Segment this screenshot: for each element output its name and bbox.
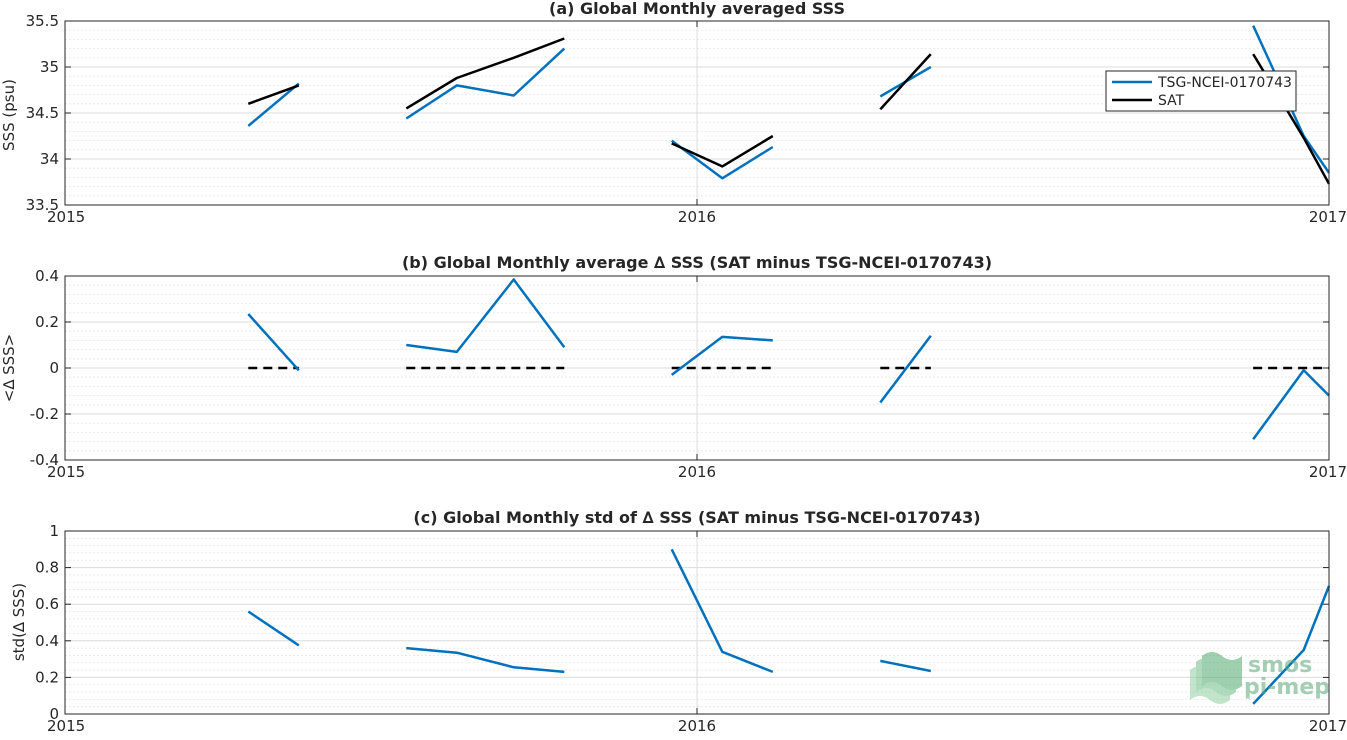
x-tick-label: 2015 xyxy=(47,717,85,735)
series-line-tsg xyxy=(879,335,932,404)
panel-a-global-monthly-sss: (a) Global Monthly averaged SSS SSS (psu… xyxy=(0,0,1347,226)
x-tick-label: 2017 xyxy=(1309,717,1347,735)
y-tick-label: 0.6 xyxy=(35,595,59,613)
x-tick-label: 2016 xyxy=(678,208,716,226)
series-line-tsg xyxy=(247,313,300,372)
panel-b-grid xyxy=(64,275,1330,461)
panel-b-title: (b) Global Monthly average ∆ SSS (SAT mi… xyxy=(402,253,992,272)
y-tick-label: 35.5 xyxy=(26,12,59,30)
panel-a-grid xyxy=(64,20,1330,206)
series-line-tsg xyxy=(670,139,774,180)
legend-box xyxy=(1105,70,1297,112)
panel-a-ticks: 33.5 34 34.5 35 35.5 2015 2016 2017 xyxy=(26,12,1347,226)
panel-a-ylabel: SSS (psu) xyxy=(0,79,18,151)
panel-c-grid xyxy=(64,530,1330,715)
legend-label-tsg: TSG-NCEI-0170743 xyxy=(1157,75,1292,91)
series-line-tsg xyxy=(247,82,300,127)
x-tick-label: 2017 xyxy=(1309,208,1347,226)
panel-a-title: (a) Global Monthly averaged SSS xyxy=(549,0,845,18)
series-line-tsg xyxy=(1252,585,1331,705)
series-line-tsg xyxy=(1252,369,1330,441)
series-line-sat xyxy=(879,53,932,111)
panel-c-title: (c) Global Monthly std of ∆ SSS (SAT min… xyxy=(413,508,980,527)
panel-a-legend: TSG-NCEI-0170743 SAT xyxy=(1105,70,1297,112)
x-tick-label: 2016 xyxy=(678,717,716,735)
legend-label-sat: SAT xyxy=(1158,93,1185,109)
y-tick-label: 0.4 xyxy=(35,267,59,285)
y-tick-label: 34 xyxy=(40,150,59,168)
series-line-tsg xyxy=(406,278,566,354)
series-line-tsg xyxy=(405,47,566,120)
logo-line1: smos xyxy=(1248,653,1312,678)
y-tick-label: 0 xyxy=(49,705,59,723)
logo-line2: pi-mep xyxy=(1244,675,1330,700)
y-tick-label: 0.8 xyxy=(35,559,59,577)
series-line-sat xyxy=(405,37,565,110)
y-tick-label: 33.5 xyxy=(26,196,59,214)
x-tick-label: 2015 xyxy=(47,208,85,226)
y-tick-label: 0.4 xyxy=(35,632,59,650)
y-tick-label: -0.2 xyxy=(30,405,59,423)
series-line-tsg xyxy=(247,610,300,647)
series-line-sat xyxy=(671,134,774,168)
series-line-sat xyxy=(247,84,300,105)
panel-b-ticks: -0.4 -0.2 0 0.2 0.4 2015 2016 2017 xyxy=(30,267,1347,481)
panel-c-series xyxy=(247,548,1331,705)
logo-wave-icon xyxy=(1190,652,1242,704)
panel-c-ylabel: std(∆ SSS) xyxy=(10,583,28,661)
series-line-tsg xyxy=(406,646,565,674)
panel-c-ticks: 0 0.2 0.4 0.6 0.8 1 2015 2016 2017 xyxy=(35,522,1347,735)
panel-a-series xyxy=(247,25,1331,185)
x-tick-label: 2016 xyxy=(678,463,716,481)
series-line-tsg xyxy=(670,335,773,376)
panel-c-monthly-std-delta-sss: (c) Global Monthly std of ∆ SSS (SAT min… xyxy=(10,508,1347,735)
series-line-tsg xyxy=(670,548,774,674)
x-tick-label: 2015 xyxy=(47,463,85,481)
panel-b-monthly-average-delta-sss: (b) Global Monthly average ∆ SSS (SAT mi… xyxy=(0,253,1347,481)
panel-b-ylabel: <∆ SSS> xyxy=(0,334,18,403)
y-tick-label: 1 xyxy=(49,522,59,540)
y-tick-label: 34.5 xyxy=(26,104,59,122)
smos-pi-mep-logo: smos pi-mep xyxy=(1190,652,1330,704)
y-tick-label: 0 xyxy=(49,359,59,377)
y-tick-label: -0.4 xyxy=(30,451,59,469)
y-tick-label: 0.2 xyxy=(35,313,59,331)
y-tick-label: 35 xyxy=(40,58,59,76)
series-line-tsg xyxy=(880,659,932,673)
panel-b-series xyxy=(247,278,1330,441)
x-tick-label: 2017 xyxy=(1309,463,1347,481)
y-tick-label: 0.2 xyxy=(35,668,59,686)
